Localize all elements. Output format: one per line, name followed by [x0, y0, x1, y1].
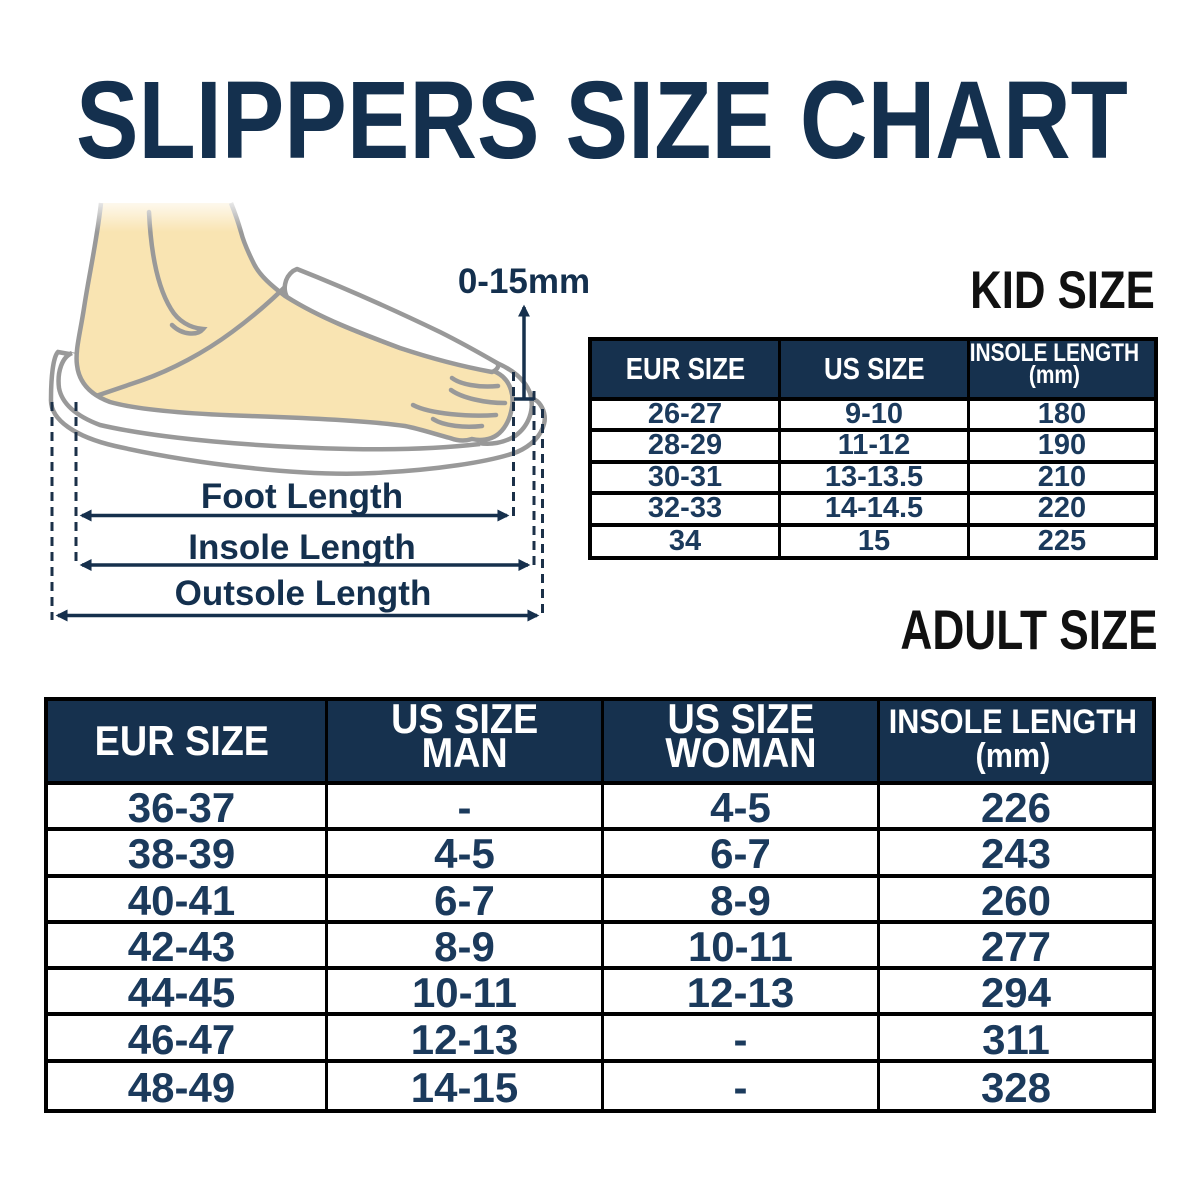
svg-text:Foot Length: Foot Length [201, 477, 403, 516]
svg-text:Outsole Length: Outsole Length [175, 574, 432, 613]
svg-text:0-15mm: 0-15mm [458, 262, 590, 301]
svg-text:Insole Length: Insole Length [188, 528, 416, 567]
